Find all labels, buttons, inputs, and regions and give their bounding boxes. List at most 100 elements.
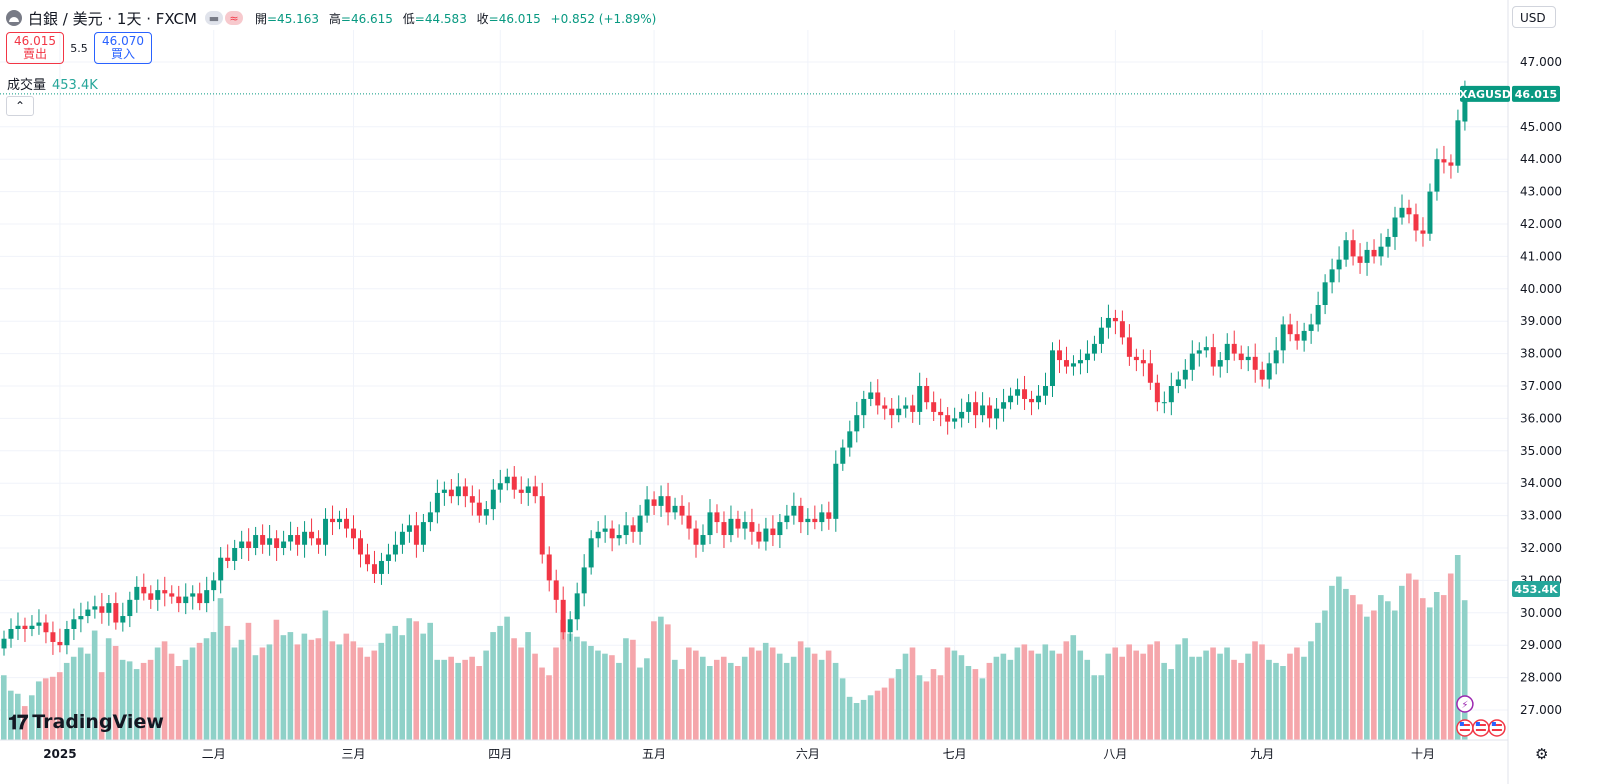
candle-body	[43, 622, 49, 633]
candle-body	[686, 515, 692, 529]
candle-body	[1070, 363, 1076, 367]
volume-bar	[602, 653, 608, 740]
candle-body	[812, 518, 818, 523]
chevron-up-icon[interactable]: ⌃	[6, 96, 34, 116]
volume-bar	[441, 659, 447, 740]
volume-bar	[979, 678, 986, 740]
high-label: 高	[328, 11, 341, 26]
y-tick-label: 35.000	[1520, 444, 1562, 458]
gear-icon[interactable]: ⚙	[1535, 745, 1549, 763]
volume-bar	[993, 656, 1000, 740]
buy-button[interactable]: 46.070 買入	[94, 32, 152, 64]
change-value: +0.852 (+1.89%)	[550, 11, 657, 26]
volume-bar	[168, 653, 175, 740]
volume-bar	[853, 703, 860, 740]
y-tick-label: 43.000	[1520, 185, 1562, 199]
us-flag-icon	[1472, 719, 1490, 737]
volume-bar	[1329, 585, 1335, 740]
volume-bar	[378, 642, 385, 740]
volume-bar	[700, 656, 706, 740]
volume-bar	[958, 655, 965, 740]
candle-body	[392, 544, 398, 555]
price-axis[interactable]: 47.000 45.000 44.000 43.000 42.000 41.000 40.0…	[1507, 0, 1562, 784]
candle-body	[847, 431, 853, 448]
candle-body	[1084, 353, 1090, 361]
candle-body	[945, 415, 951, 422]
compare-pill[interactable]: ≈	[224, 11, 243, 25]
volume-bar	[748, 647, 755, 740]
buy-price: 46.070	[102, 34, 144, 48]
volume-tag-bg	[1512, 581, 1560, 597]
tradingview-logo[interactable]: 𝟏𝟕 TradingView	[8, 710, 164, 734]
volume-bar	[755, 650, 762, 740]
candle-body	[1238, 353, 1244, 361]
volume-bar	[1210, 647, 1216, 740]
candle-body	[413, 525, 419, 545]
candle-body	[658, 496, 664, 506]
candle-body	[36, 622, 42, 626]
volume-bar	[1126, 644, 1132, 740]
volume-bar	[658, 616, 664, 740]
candle-body	[1175, 379, 1181, 386]
y-tick-label: 34.000	[1520, 476, 1562, 490]
candle-body	[1063, 360, 1069, 367]
volume-bar	[1287, 653, 1293, 740]
volume-bar	[539, 667, 545, 740]
volume-bar	[1433, 592, 1440, 740]
candle-body	[1406, 207, 1412, 215]
volume-bar	[1440, 595, 1447, 740]
candle-body	[917, 386, 923, 412]
x-tick-label: 七月	[943, 747, 967, 761]
volume-bar	[769, 647, 776, 740]
volume-bar	[175, 666, 182, 740]
volume-bar	[951, 650, 958, 740]
candle-body	[882, 405, 888, 409]
candle-body	[455, 486, 461, 497]
candle-body	[1147, 363, 1153, 383]
volume-bar	[581, 641, 587, 740]
volume-label: 成交量	[7, 78, 47, 93]
volume-bar	[560, 619, 566, 740]
volume-bar	[525, 632, 531, 740]
candle-body	[1287, 324, 1293, 335]
candle-body	[448, 489, 454, 497]
event-markers[interactable]: ⚡	[1456, 695, 1506, 737]
volume-bar	[1405, 573, 1412, 740]
volume-bar	[1112, 647, 1119, 740]
x-tick-label: 八月	[1103, 747, 1127, 761]
time-axis[interactable]: 2025 二月 三月 四月 五月 六月 七月 八月 九月 十月	[0, 739, 1508, 761]
candle-body	[644, 499, 650, 516]
currency-selector[interactable]: USD	[1512, 6, 1556, 28]
candle-body	[1189, 353, 1195, 370]
volume-bar	[706, 666, 713, 740]
volume-bar	[895, 669, 902, 740]
flag-canton	[1475, 722, 1480, 726]
candle-body	[672, 505, 678, 513]
volume-bar	[7, 690, 14, 740]
volume-bar	[294, 644, 301, 740]
candle-body	[868, 392, 874, 399]
indicator-pill[interactable]: ▬	[204, 11, 223, 25]
candle-body	[889, 408, 895, 416]
volume-bar	[1238, 662, 1244, 740]
symbol-title[interactable]: 白銀 / 美元 · 1天 · FXCM	[28, 9, 197, 28]
candle-body	[574, 593, 580, 620]
candle-body	[875, 392, 881, 406]
candle-body	[1259, 369, 1265, 380]
volume-bar	[301, 633, 308, 740]
candle-body	[113, 603, 119, 623]
candle-body	[323, 518, 329, 545]
candle-body	[1224, 343, 1230, 361]
volume-bar	[609, 655, 615, 740]
sell-button[interactable]: 46.015 賣出	[6, 32, 64, 64]
volume-bar	[1336, 576, 1342, 740]
candle-body	[1455, 120, 1461, 166]
candle-body	[791, 505, 797, 516]
candle-body	[176, 596, 182, 604]
volume-bar	[476, 666, 482, 740]
candle-body	[141, 586, 147, 594]
candle-body	[162, 590, 168, 594]
symbol-tag-bg	[1460, 85, 1510, 102]
candle-body	[1434, 159, 1440, 192]
